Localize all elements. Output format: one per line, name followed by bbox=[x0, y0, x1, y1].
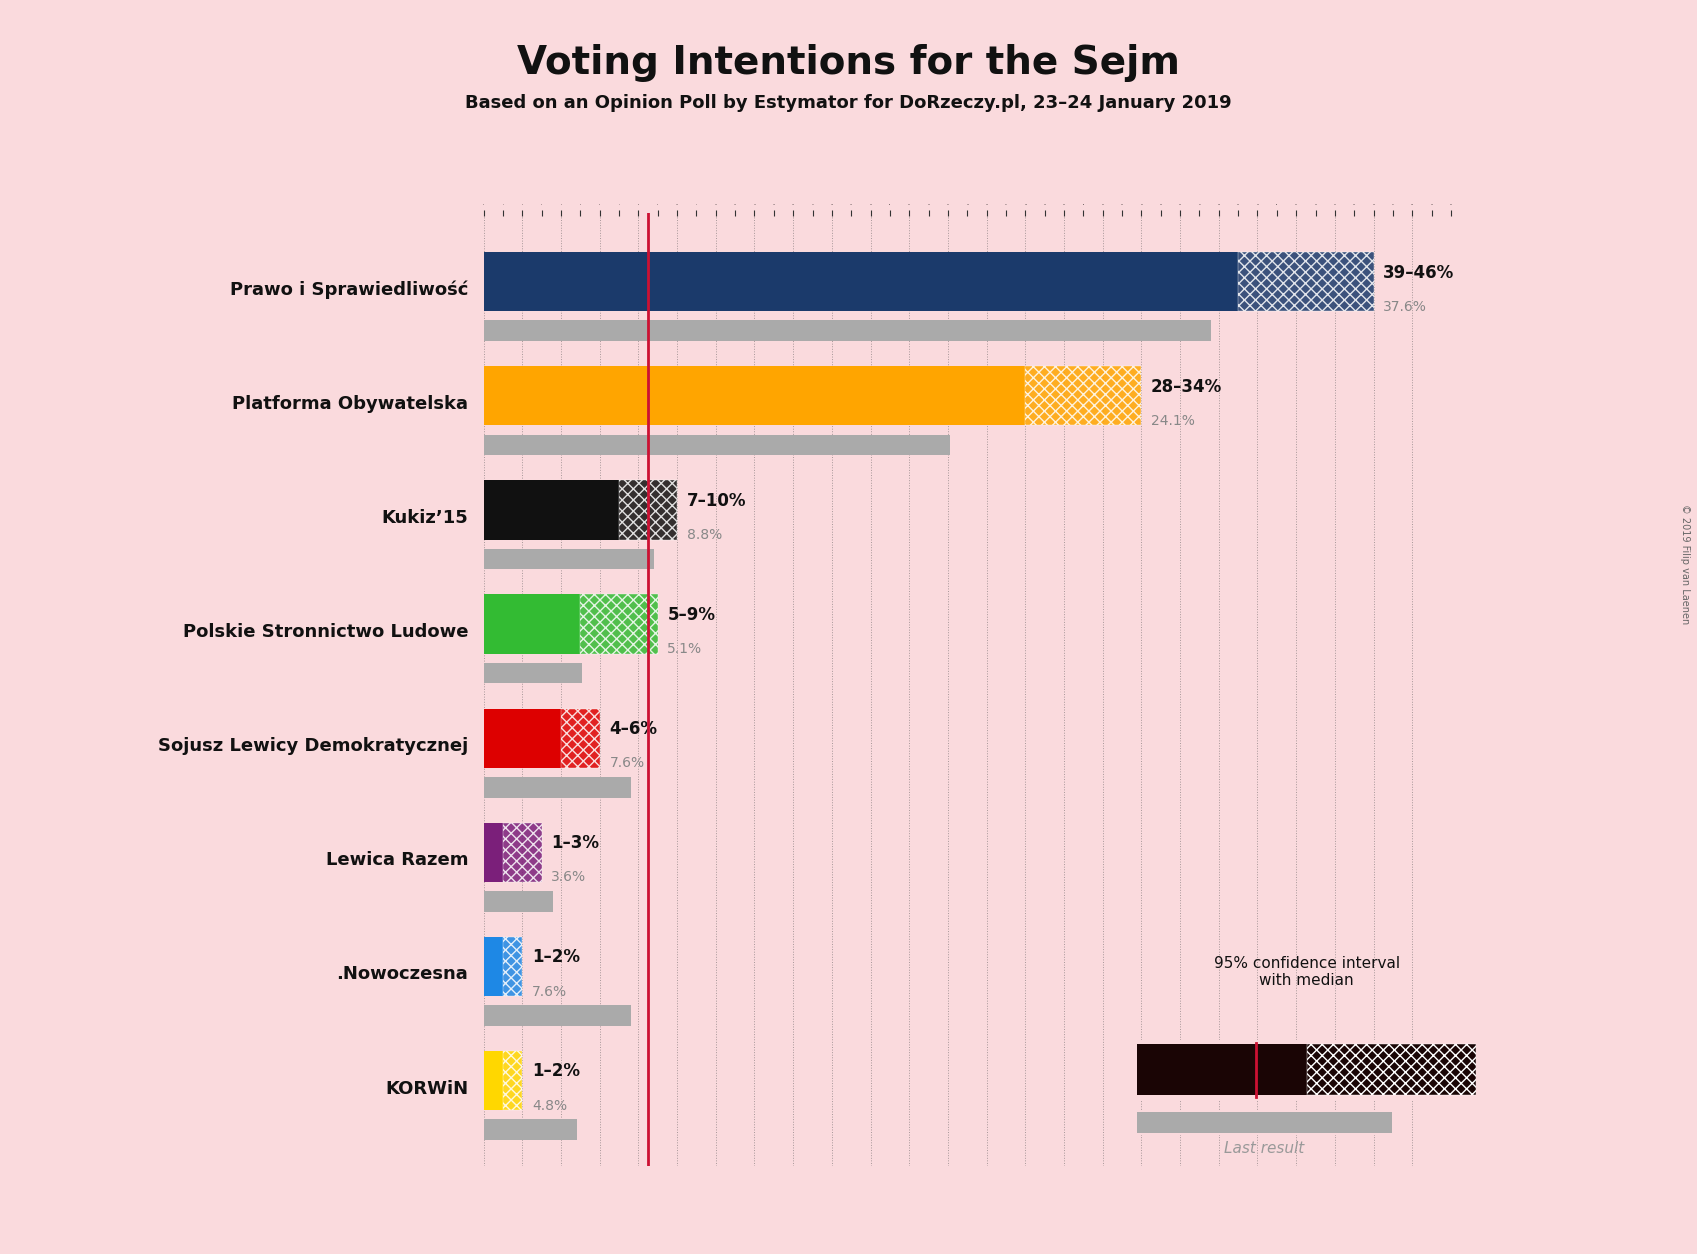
Text: Kukiz’15: Kukiz’15 bbox=[382, 509, 468, 527]
Text: Polskie Stronnictwo Ludowe: Polskie Stronnictwo Ludowe bbox=[183, 623, 468, 641]
Text: 1–3%: 1–3% bbox=[552, 834, 599, 853]
Bar bbox=[484, 1051, 502, 1110]
Text: 7.6%: 7.6% bbox=[609, 756, 645, 770]
Bar bbox=[484, 435, 950, 455]
Text: 5.1%: 5.1% bbox=[667, 642, 703, 656]
Bar bbox=[1307, 1045, 1476, 1095]
Text: © 2019 Filip van Laenen: © 2019 Filip van Laenen bbox=[1680, 504, 1690, 624]
Bar bbox=[484, 321, 1212, 341]
Text: 7.6%: 7.6% bbox=[533, 984, 567, 998]
Text: Based on an Opinion Poll by Estymator for DoRzeczy.pl, 23–24 January 2019: Based on an Opinion Poll by Estymator fo… bbox=[465, 94, 1232, 112]
Text: .Nowoczesna: .Nowoczesna bbox=[336, 966, 468, 983]
Bar bbox=[484, 823, 502, 882]
Text: Prawo i Sprawiedliwość: Prawo i Sprawiedliwość bbox=[229, 281, 468, 298]
Text: 37.6%: 37.6% bbox=[1383, 300, 1427, 314]
Bar bbox=[484, 1006, 631, 1026]
Bar bbox=[484, 366, 1025, 425]
Bar bbox=[502, 937, 523, 996]
Text: 39–46%: 39–46% bbox=[1383, 263, 1454, 282]
Text: 3.6%: 3.6% bbox=[552, 870, 587, 884]
Bar bbox=[1137, 1045, 1307, 1095]
Text: 1–2%: 1–2% bbox=[533, 1062, 580, 1081]
Bar bbox=[1137, 1111, 1392, 1134]
Text: 28–34%: 28–34% bbox=[1151, 377, 1222, 396]
Bar bbox=[562, 709, 599, 767]
Bar bbox=[484, 549, 653, 569]
Bar bbox=[484, 252, 1239, 311]
Bar bbox=[484, 777, 631, 798]
Bar bbox=[1025, 366, 1142, 425]
Text: Lewica Razem: Lewica Razem bbox=[326, 851, 468, 869]
Text: 8.8%: 8.8% bbox=[687, 528, 721, 542]
Text: Platforma Obywatelska: Platforma Obywatelska bbox=[232, 395, 468, 413]
Text: Sojusz Lewicy Demokratycznej: Sojusz Lewicy Demokratycznej bbox=[158, 737, 468, 755]
Bar bbox=[502, 823, 541, 882]
Text: Last result: Last result bbox=[1224, 1141, 1305, 1156]
Bar bbox=[484, 663, 582, 683]
Bar bbox=[484, 892, 553, 912]
Bar bbox=[484, 709, 562, 767]
Text: KORWiN: KORWiN bbox=[385, 1080, 468, 1097]
Bar bbox=[580, 594, 658, 653]
Bar bbox=[619, 480, 677, 539]
Bar bbox=[502, 1051, 523, 1110]
Bar bbox=[484, 1120, 577, 1140]
Bar bbox=[484, 480, 619, 539]
Text: Voting Intentions for the Sejm: Voting Intentions for the Sejm bbox=[518, 44, 1179, 82]
Text: 95% confidence interval
with median: 95% confidence interval with median bbox=[1213, 956, 1400, 988]
Text: 4–6%: 4–6% bbox=[609, 720, 657, 739]
Bar bbox=[484, 594, 580, 653]
Text: 4.8%: 4.8% bbox=[533, 1099, 567, 1112]
Text: 7–10%: 7–10% bbox=[687, 492, 747, 510]
Text: 5–9%: 5–9% bbox=[667, 606, 716, 624]
Bar bbox=[1239, 252, 1373, 311]
Text: 24.1%: 24.1% bbox=[1151, 414, 1195, 428]
Bar bbox=[484, 937, 502, 996]
Text: 1–2%: 1–2% bbox=[533, 948, 580, 967]
